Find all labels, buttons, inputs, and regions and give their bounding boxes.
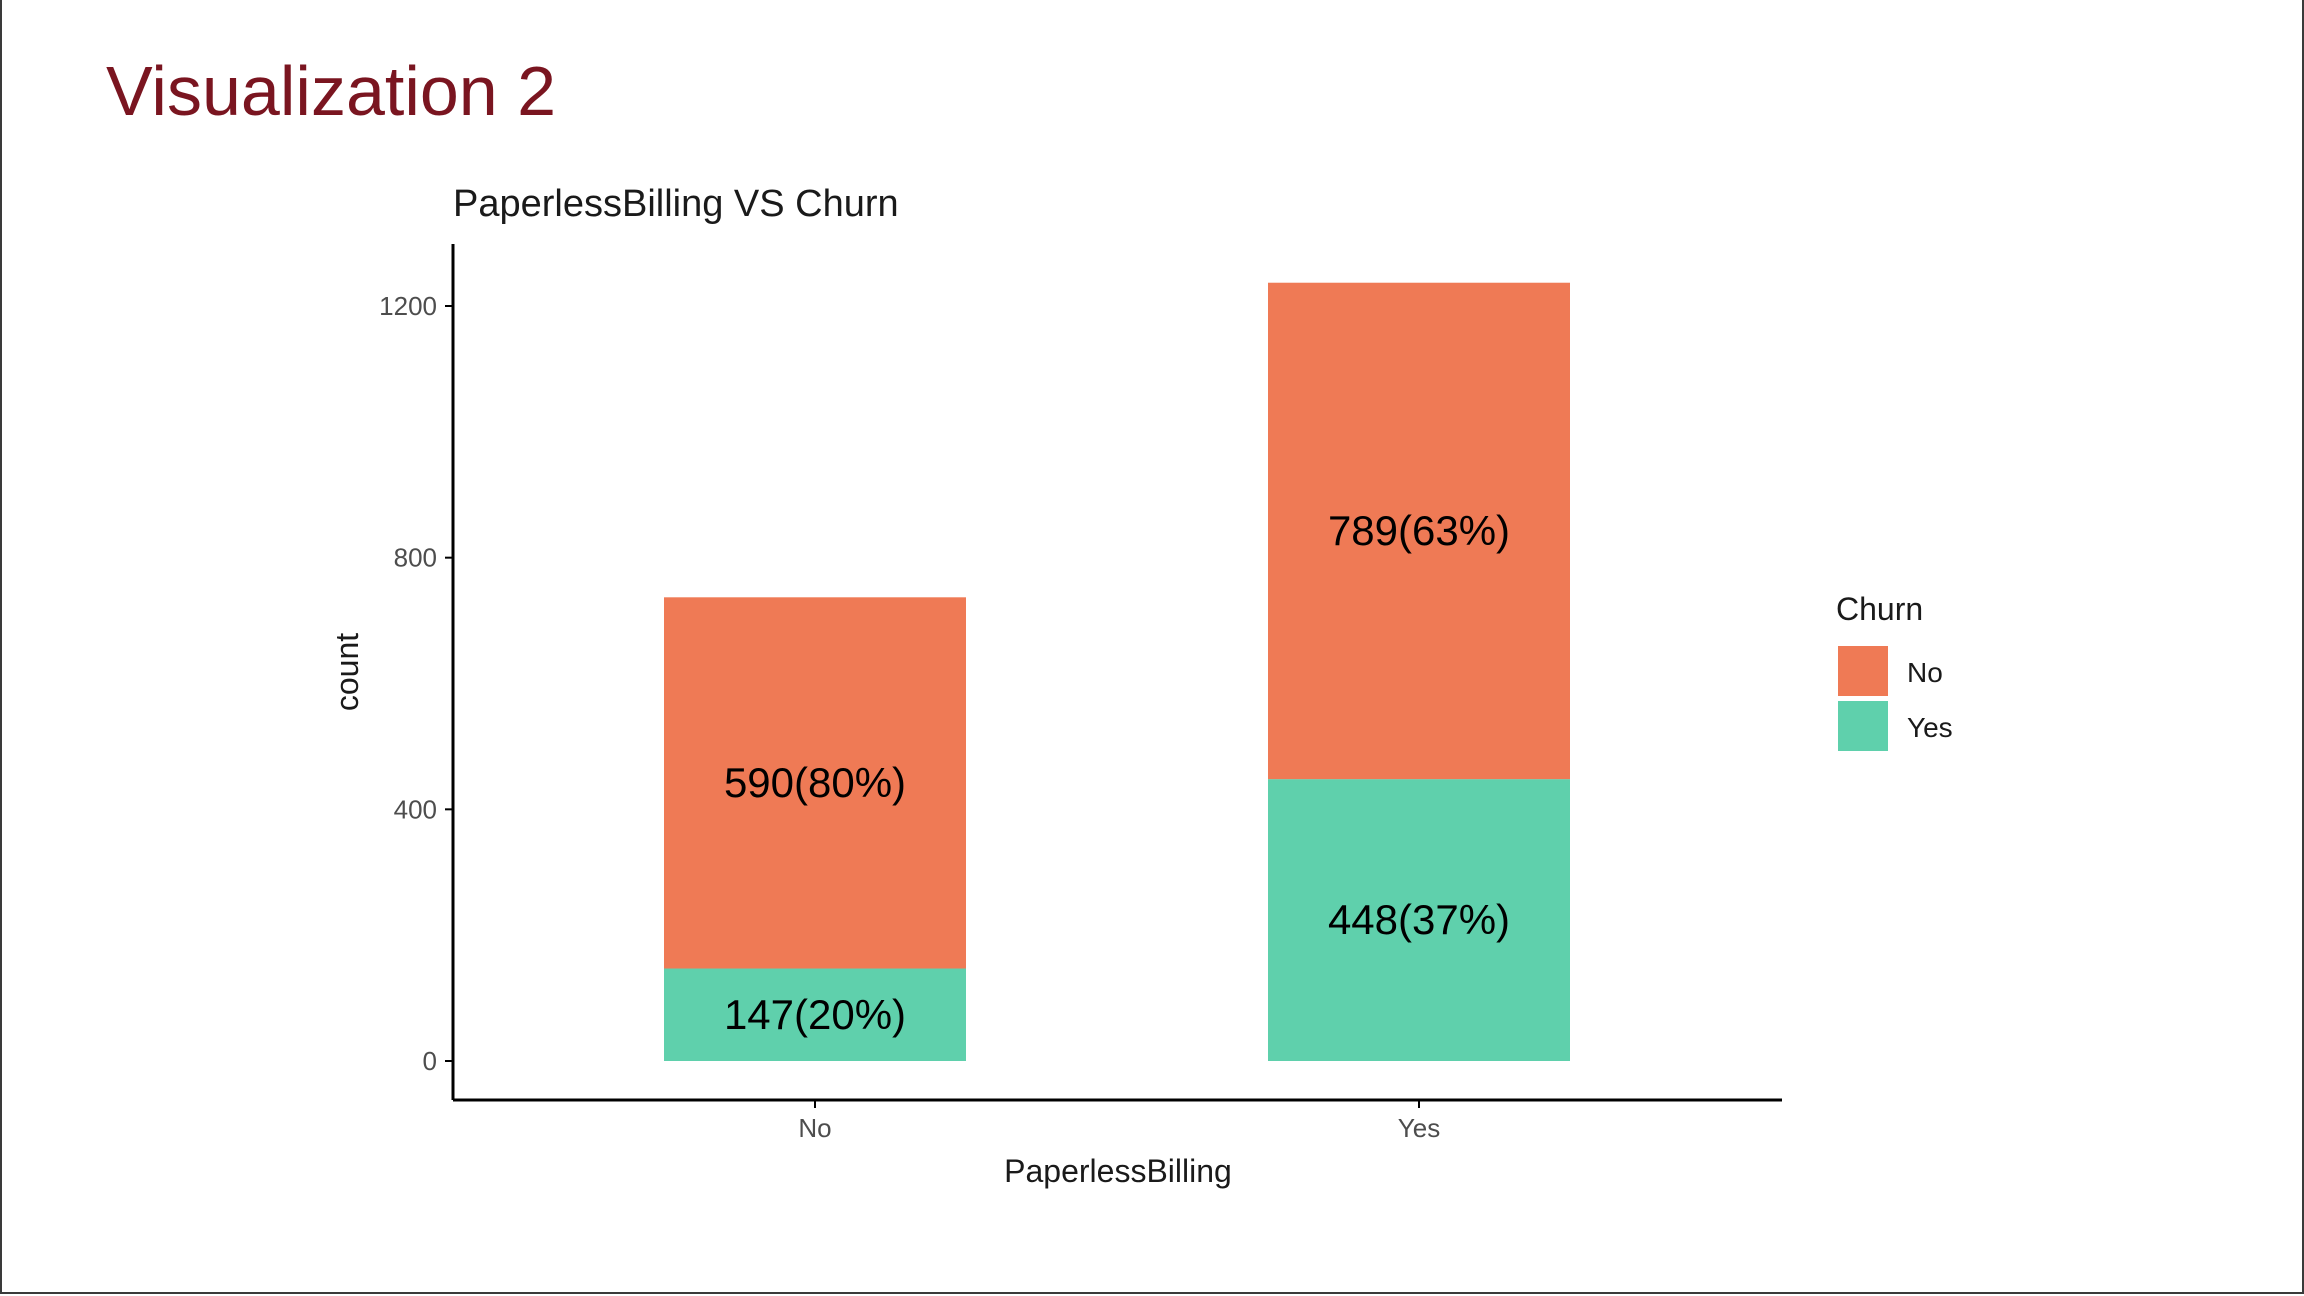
data-label-churn-yes-yes: 448(37%) (1328, 896, 1510, 943)
plot-area: 147(20%) 590(80%) No 448(37%) 789(63%) Yes 0 40… (379, 244, 1782, 1143)
chart-title: PaperlessBilling VS Churn (453, 183, 899, 225)
x-tick-label-no: No (798, 1113, 831, 1143)
slide-title: Visualization 2 (106, 52, 557, 130)
x-tick-label-yes: Yes (1398, 1113, 1440, 1143)
legend-title: Churn (1836, 591, 1923, 627)
data-label-churn-no-yes: 789(63%) (1328, 507, 1510, 554)
legend-label-no: No (1907, 657, 1943, 688)
legend-swatch-yes (1838, 701, 1888, 751)
y-tick-label-800: 800 (394, 543, 437, 573)
bar-churn-yes-no (664, 968, 966, 1061)
y-axis-label: count (329, 633, 365, 711)
y-tick-label-0: 0 (423, 1046, 437, 1076)
y-tick-label-400: 400 (394, 794, 437, 824)
data-label-churn-yes-no: 147(20%) (724, 991, 906, 1038)
data-label-churn-no-no: 590(80%) (724, 759, 906, 806)
bar-churn-no-yes (1268, 282, 1570, 780)
y-tick-label-1200: 1200 (379, 291, 437, 321)
bar-churn-yes-yes (1268, 779, 1570, 1061)
legend-label-yes: Yes (1907, 712, 1953, 743)
x-axis-label: PaperlessBilling (1004, 1153, 1232, 1189)
legend-swatch-no (1838, 646, 1888, 696)
bar-churn-no-no (664, 597, 966, 969)
legend: Churn No Yes (1836, 591, 1953, 751)
